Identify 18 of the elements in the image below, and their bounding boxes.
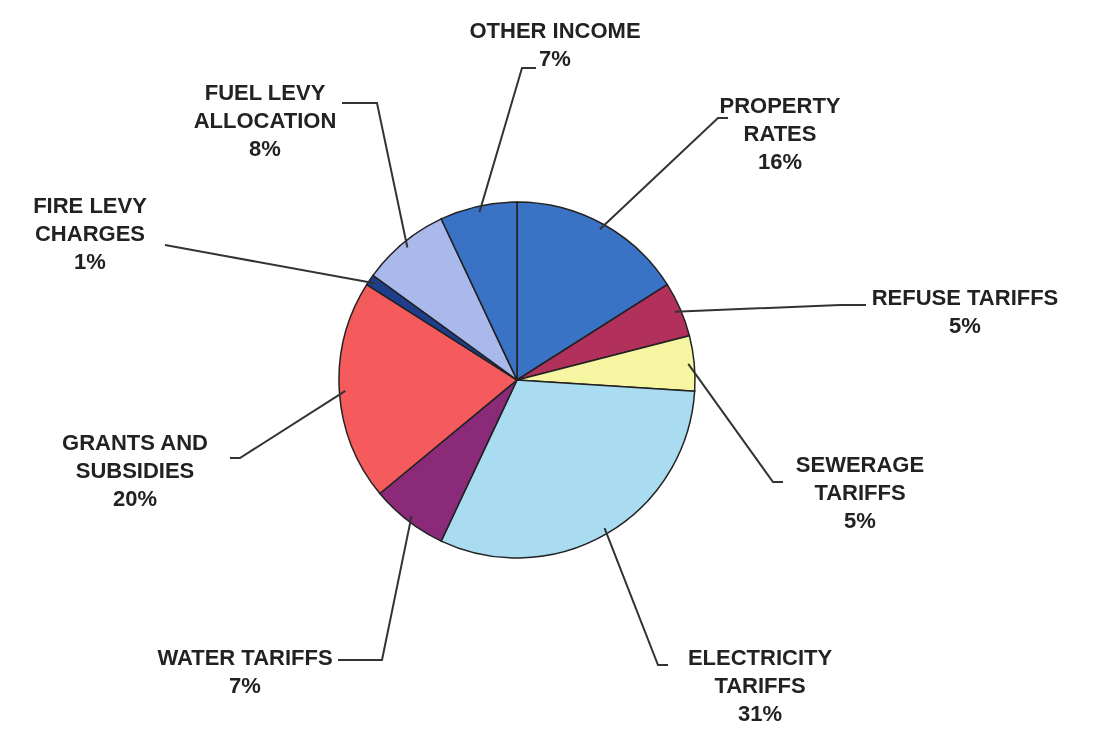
slice-label: PROPERTY RATES (719, 93, 841, 146)
slice-label: REFUSE TARIFFS (871, 285, 1059, 310)
slice-label: WATER TARIFFS (157, 645, 333, 670)
data-label: 16% (757, 149, 803, 174)
data-label: 31% (737, 701, 783, 726)
slice-label: GRANTS AND SUBSIDIES (62, 430, 208, 483)
slice-label: SEWERAGE TARIFFS (795, 452, 925, 505)
slice-label: OTHER INCOME (469, 18, 641, 43)
data-label: 5% (844, 508, 876, 533)
data-label: 8% (249, 136, 281, 161)
slice-label: FIRE LEVY CHARGES (33, 193, 148, 246)
data-label: 7% (539, 46, 571, 71)
slice-label: FUEL LEVY ALLOCATION (193, 80, 337, 133)
data-label: 1% (74, 249, 106, 274)
data-label: 5% (949, 313, 981, 338)
data-label: 7% (229, 673, 261, 698)
slice-label: ELECTRICITY TARIFFS (687, 645, 833, 698)
data-label: 20% (112, 486, 158, 511)
